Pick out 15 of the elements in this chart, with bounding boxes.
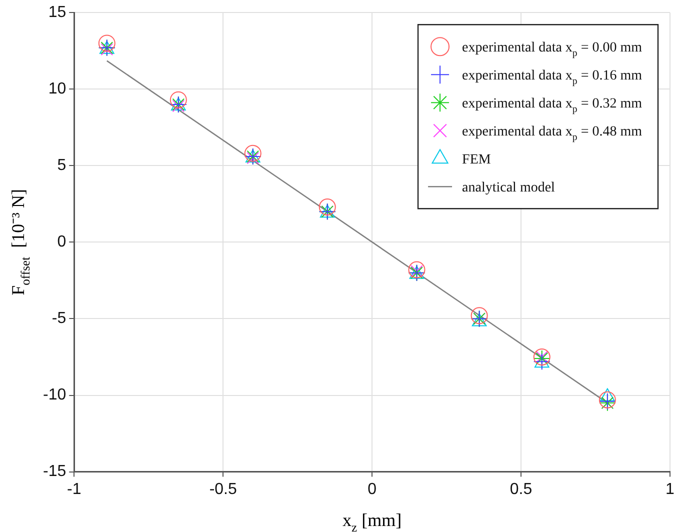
y-tick-label: -10 xyxy=(43,386,66,404)
x-tick-label: 0.5 xyxy=(510,480,532,498)
x-tick-label: -1 xyxy=(67,480,82,498)
y-tick-label: 10 xyxy=(48,80,66,98)
y-tick-label: -15 xyxy=(43,463,66,480)
y-tick-label: 0 xyxy=(57,234,66,251)
legend-label: analytical model xyxy=(462,180,556,196)
y-axis-title: Foffset [10⁻³ N] xyxy=(8,189,32,296)
y-tick-label: 15 xyxy=(48,4,66,22)
x-tick-label: 0 xyxy=(368,480,377,498)
legend-label: FEM xyxy=(462,152,492,168)
x-tick-label: -0.5 xyxy=(209,480,237,498)
x-tick-label: 1 xyxy=(666,480,675,498)
y-tick-label: 5 xyxy=(57,157,66,174)
y-tick-label: -5 xyxy=(52,310,66,328)
